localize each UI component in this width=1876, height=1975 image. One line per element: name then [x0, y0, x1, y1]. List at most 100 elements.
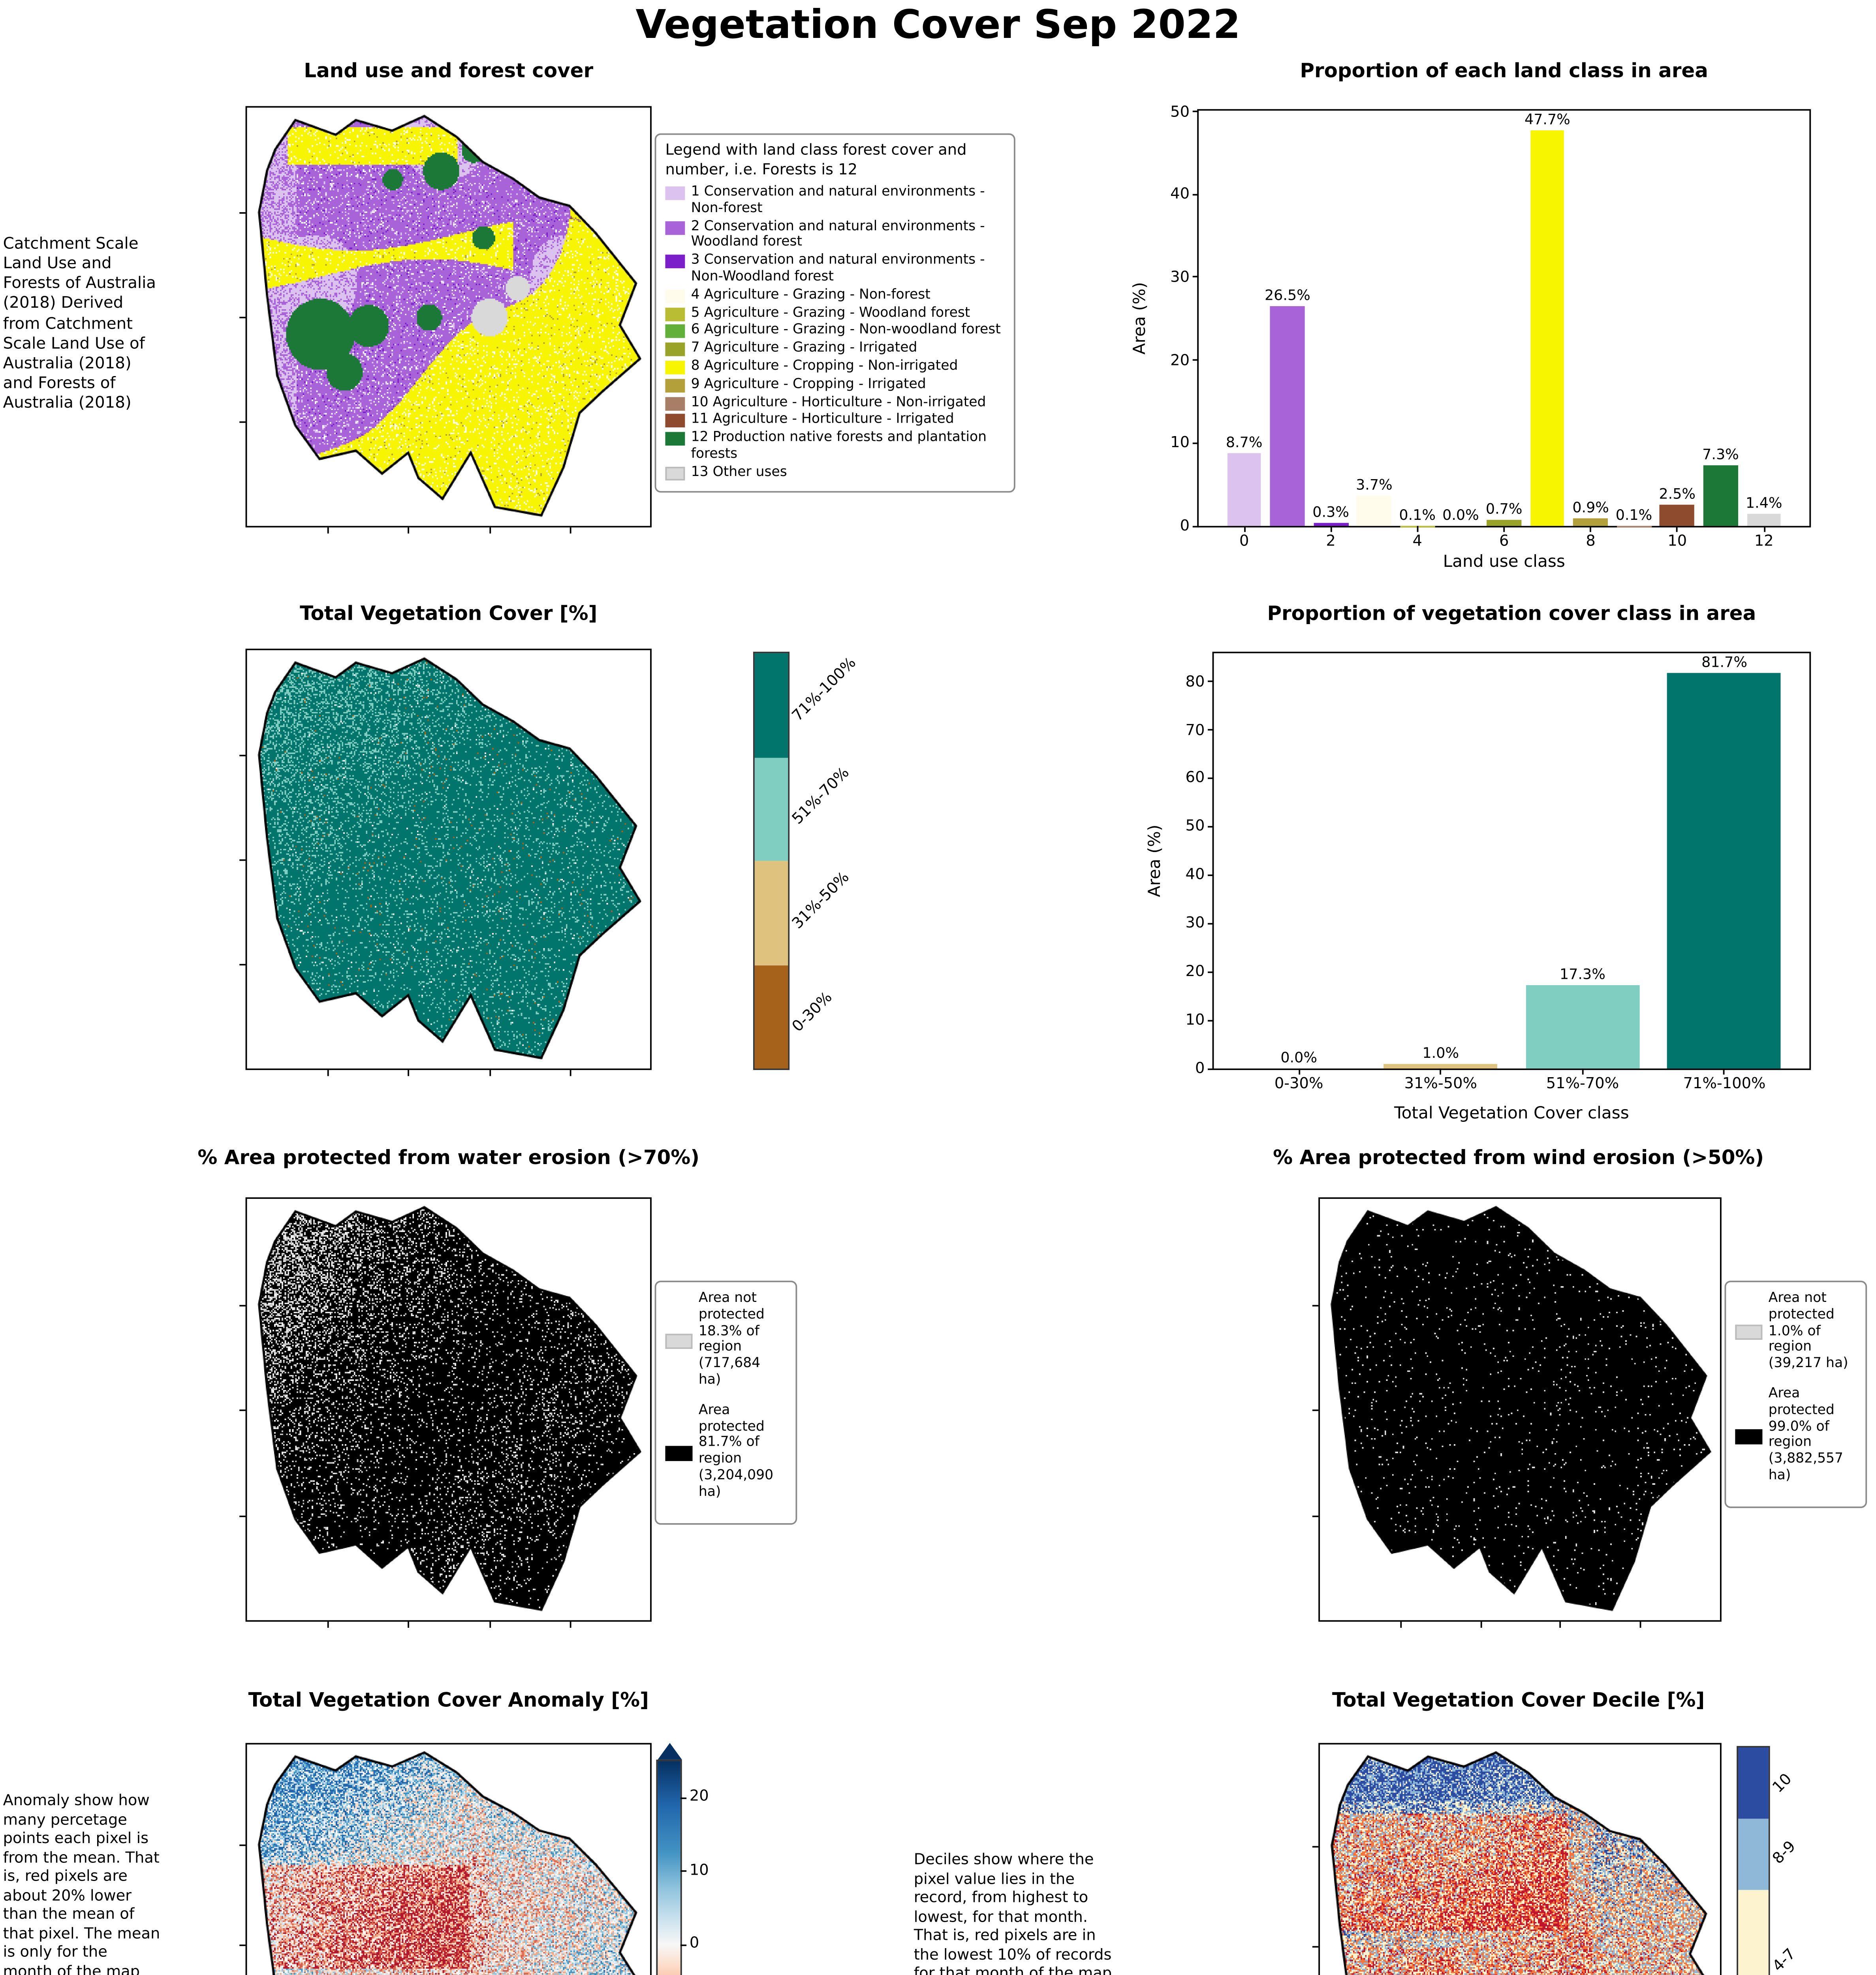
map-y-tick — [239, 1515, 246, 1516]
map-x-tick — [489, 527, 491, 534]
legend-swatch — [665, 1334, 693, 1349]
legend-swatch — [665, 396, 685, 410]
legend-label: 2 Conservation and natural environments … — [691, 219, 985, 251]
y-tick — [1208, 1068, 1214, 1070]
bar-value-label: 0.0% — [1442, 508, 1479, 525]
landuse-side-note: Catchment Scale Land Use and Forests of … — [3, 235, 156, 412]
bar-value-label: 0.3% — [1312, 505, 1349, 522]
x-tick-label: 71%-100% — [1683, 1076, 1766, 1093]
landuse-legend-items: 1 Conservation and natural environments … — [665, 185, 1004, 481]
bar — [1573, 518, 1608, 526]
map-x-tick — [408, 527, 410, 534]
wind-erosion-map — [1312, 1197, 1722, 1628]
y-tick — [1208, 777, 1214, 779]
y-tick-label: 50 — [1185, 819, 1205, 836]
x-tick-label: 4 — [1412, 533, 1422, 550]
vegclass-chart-ylabel: Area (%) — [1145, 824, 1165, 897]
bar — [1227, 453, 1262, 526]
colorbar-tick — [680, 1943, 687, 1945]
map-y-tick — [239, 1304, 246, 1306]
y-tick — [1192, 525, 1199, 527]
y-tick-label: 40 — [1185, 867, 1205, 884]
bar — [1270, 306, 1305, 526]
colorbar-label: 10 — [1770, 1772, 1796, 1798]
bar — [1526, 985, 1639, 1069]
x-tick — [1243, 526, 1245, 532]
bar — [1660, 505, 1695, 526]
vegclass-chart-title: Proportion of vegetation cover class in … — [1267, 603, 1756, 626]
colorbar-segment — [1738, 1747, 1769, 1819]
legend-label: Area protected 99.0% of region (3,882,55… — [1768, 1386, 1844, 1484]
legend-swatch — [1735, 1429, 1763, 1445]
map-x-tick — [408, 1621, 410, 1628]
water-erosion-map-canvas — [247, 1199, 650, 1620]
y-tick-label: 80 — [1185, 673, 1205, 690]
map-x-tick — [1400, 1621, 1402, 1628]
water-erosion-map — [239, 1197, 652, 1628]
bar-value-label: 0.0% — [1280, 1050, 1317, 1067]
decile-note: Deciles show where the pixel value lies … — [914, 1852, 1112, 1975]
bar-value-label: 0.1% — [1615, 507, 1652, 524]
bar — [1400, 525, 1435, 526]
map-y-tick — [239, 964, 246, 966]
legend-label: 12 Production native forests and plantat… — [691, 431, 987, 463]
legend-item: Area not protected 1.0% of region (39,21… — [1735, 1291, 1856, 1373]
legend-swatch — [665, 342, 685, 357]
map-y-tick — [239, 421, 246, 423]
vegcover-map-title: Total Vegetation Cover [%] — [300, 603, 598, 626]
colorbar-segment — [754, 965, 788, 1069]
colorbar-segment — [1738, 1819, 1769, 1890]
map-y-tick — [1312, 1845, 1319, 1847]
x-tick — [1298, 1068, 1300, 1075]
colorbar-label: 0-30% — [789, 989, 836, 1036]
x-tick-label: 51%-70% — [1546, 1076, 1619, 1093]
legend-label: 1 Conservation and natural environments … — [691, 185, 985, 216]
legend-item: 3 Conservation and natural environments … — [665, 253, 1004, 286]
colorbar-segment — [754, 757, 788, 861]
bar-value-label: 7.3% — [1702, 447, 1739, 464]
map-x-tick — [1640, 1621, 1642, 1628]
bar-value-label: 26.5% — [1264, 288, 1310, 305]
legend-label: 11 Agriculture - Horticulture - Irrigate… — [691, 413, 954, 428]
map-y-tick — [1312, 1304, 1319, 1306]
x-tick — [1582, 1068, 1583, 1075]
legend-label: 6 Agriculture - Grazing - Non-woodland f… — [691, 323, 1001, 339]
legend-swatch — [665, 186, 685, 200]
colorbar-label: 71%-100% — [789, 654, 860, 725]
y-tick — [1208, 826, 1214, 828]
legend-item: 4 Agriculture - Grazing - Non-forest — [665, 288, 1004, 304]
colorbar-label: 51%-70% — [789, 765, 853, 829]
vegcover-map — [239, 649, 652, 1076]
decile-title: Total Vegetation Cover Decile [%] — [1332, 1690, 1705, 1713]
colorbar-tick-label: 20 — [689, 1789, 709, 1806]
wind-erosion-title: % Area protected from wind erosion (>50%… — [1273, 1147, 1764, 1170]
map-x-tick — [489, 1070, 491, 1076]
water-erosion-legend: Area not protected 18.3% of region (717,… — [654, 1281, 797, 1524]
wind-erosion-legend: Area not protected 1.0% of region (39,21… — [1724, 1281, 1867, 1508]
bar — [1357, 495, 1392, 526]
map-y-tick — [239, 859, 246, 861]
bar-value-label: 1.0% — [1422, 1045, 1459, 1063]
y-tick — [1208, 729, 1214, 731]
legend-item: 1 Conservation and natural environments … — [665, 185, 1004, 218]
bar — [1530, 130, 1565, 526]
x-tick — [1440, 1068, 1442, 1075]
legend-label: 10 Agriculture - Horticulture - Non-irri… — [691, 395, 986, 410]
bar — [1703, 465, 1738, 526]
y-tick-label: 20 — [1185, 964, 1205, 981]
water-erosion-title: % Area protected from water erosion (>70… — [197, 1147, 700, 1170]
bar — [1746, 514, 1782, 526]
y-tick — [1208, 680, 1214, 682]
legend-swatch — [665, 432, 685, 446]
legend-item: Area not protected 18.3% of region (717,… — [665, 1291, 786, 1390]
legend-label: Area not protected 18.3% of region (717,… — [698, 1291, 765, 1388]
bar-value-label: 1.4% — [1745, 496, 1782, 513]
x-tick — [1330, 526, 1332, 532]
colorbar-label: 8-9 — [1770, 1839, 1800, 1869]
map-y-tick — [239, 754, 246, 756]
y-tick-label: 60 — [1185, 770, 1205, 787]
x-tick-label: 0 — [1239, 533, 1249, 550]
y-tick-label: 10 — [1170, 435, 1190, 452]
map-x-tick — [569, 1070, 571, 1076]
